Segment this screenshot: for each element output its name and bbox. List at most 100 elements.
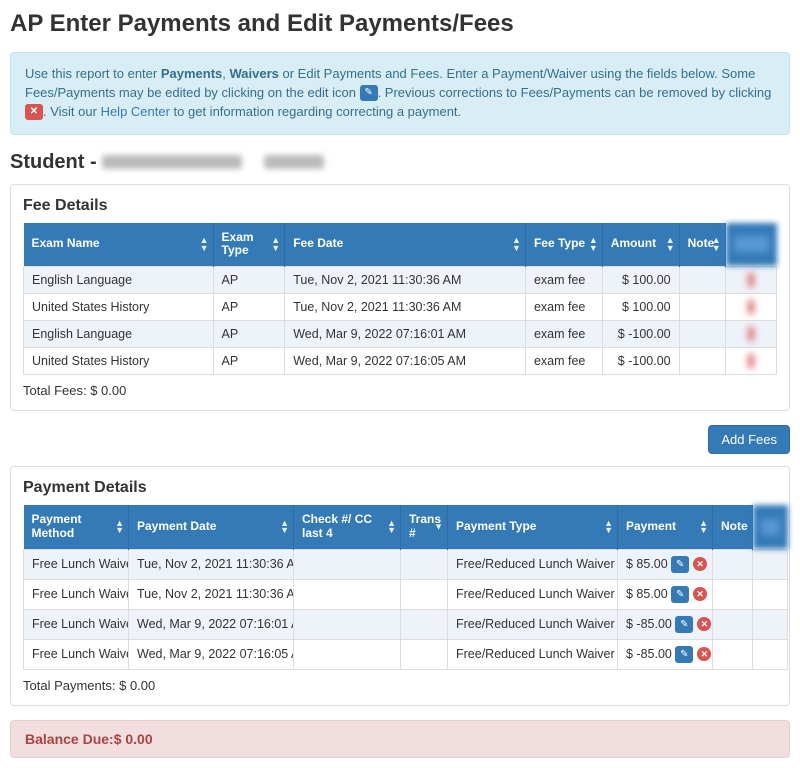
redacted-id xyxy=(264,155,324,169)
delete-icon[interactable]: ✕ xyxy=(697,617,711,631)
total-fees: Total Fees: $ 0.00 xyxy=(23,383,777,398)
cell-redacted xyxy=(753,609,788,639)
cell-type: Free/Reduced Lunch Waiver xyxy=(448,639,618,669)
redacted-name xyxy=(102,155,242,169)
add-fees-button[interactable]: Add Fees xyxy=(708,425,790,454)
col-exam-name[interactable]: Exam Name▲▼ xyxy=(24,223,214,267)
table-row: Free Lunch WaiverTue, Nov 2, 2021 11:30:… xyxy=(24,579,788,609)
col-fee-date[interactable]: Fee Date▲▼ xyxy=(285,223,526,267)
edit-icon[interactable]: ✎ xyxy=(671,556,689,573)
table-row: Free Lunch WaiverWed, Mar 9, 2022 07:16:… xyxy=(24,609,788,639)
sort-icon: ▲▼ xyxy=(699,520,708,534)
total-payments: Total Payments: $ 0.00 xyxy=(23,678,777,693)
edit-icon[interactable]: ✎ xyxy=(671,586,689,603)
col-trans[interactable]: Trans #▼ xyxy=(401,505,448,549)
table-row: English LanguageAPTue, Nov 2, 2021 11:30… xyxy=(24,267,777,294)
cell-check xyxy=(294,609,401,639)
cell-exam-type: AP xyxy=(213,321,285,348)
cell-date: Wed, Mar 9, 2022 07:16:05 AM xyxy=(129,639,294,669)
cell-amount: $ 100.00 xyxy=(602,267,679,294)
cell-redacted xyxy=(725,267,776,294)
cell-date: Tue, Nov 2, 2021 11:30:36 AM xyxy=(129,549,294,579)
cell-note xyxy=(713,609,753,639)
cell-redacted xyxy=(725,348,776,375)
col-amount[interactable]: Amount▲▼ xyxy=(602,223,679,267)
cell-amount: $ -100.00 xyxy=(602,321,679,348)
cell-note xyxy=(713,579,753,609)
col-fee-type[interactable]: Fee Type▲▼ xyxy=(525,223,602,267)
edit-icon[interactable]: ✎ xyxy=(675,646,693,663)
col-payment[interactable]: Payment▲▼ xyxy=(618,505,713,549)
cell-note xyxy=(679,321,725,348)
cell-date: Tue, Nov 2, 2021 11:30:36 AM xyxy=(129,579,294,609)
cell-fee-date: Wed, Mar 9, 2022 07:16:01 AM xyxy=(285,321,526,348)
table-row: English LanguageAPWed, Mar 9, 2022 07:16… xyxy=(24,321,777,348)
sort-icon: ▼ xyxy=(434,523,443,530)
cell-exam-type: AP xyxy=(213,294,285,321)
sort-icon: ▲▼ xyxy=(589,237,598,251)
info-text: Use this report to enter xyxy=(25,66,161,81)
cell-check xyxy=(294,639,401,669)
cell-redacted xyxy=(753,639,788,669)
cell-payment: $ 85.00 ✎✕ xyxy=(618,579,713,609)
col-payment-type[interactable]: Payment Type▲▼ xyxy=(448,505,618,549)
cell-fee-type: exam fee xyxy=(525,294,602,321)
balance-due: Balance Due:$ 0.00 xyxy=(10,720,790,758)
cell-trans xyxy=(401,579,448,609)
col-redacted xyxy=(753,505,788,549)
edit-icon: ✎ xyxy=(360,85,378,101)
col-note[interactable]: Note xyxy=(713,505,753,549)
cell-method: Free Lunch Waiver xyxy=(24,609,129,639)
sort-icon: ▲▼ xyxy=(712,237,721,251)
col-redacted xyxy=(725,223,776,267)
sort-icon: ▲▼ xyxy=(387,520,396,534)
cell-note xyxy=(713,639,753,669)
cell-method: Free Lunch Waiver xyxy=(24,579,129,609)
cell-exam-name: United States History xyxy=(24,294,214,321)
payment-table: Payment Method▲▼ Payment Date▲▼ Check #/… xyxy=(23,505,788,670)
edit-icon[interactable]: ✎ xyxy=(675,616,693,633)
cell-fee-date: Tue, Nov 2, 2021 11:30:36 AM xyxy=(285,267,526,294)
cell-exam-name: United States History xyxy=(24,348,214,375)
col-payment-date[interactable]: Payment Date▲▼ xyxy=(129,505,294,549)
cell-redacted xyxy=(725,321,776,348)
cell-fee-type: exam fee xyxy=(525,321,602,348)
cell-fee-date: Tue, Nov 2, 2021 11:30:36 AM xyxy=(285,294,526,321)
delete-icon: ✕ xyxy=(25,104,43,120)
cell-trans xyxy=(401,609,448,639)
cell-fee-type: exam fee xyxy=(525,348,602,375)
cell-payment: $ -85.00 ✎✕ xyxy=(618,609,713,639)
cell-redacted xyxy=(753,549,788,579)
col-payment-method[interactable]: Payment Method▲▼ xyxy=(24,505,129,549)
cell-exam-type: AP xyxy=(213,348,285,375)
sort-icon: ▲▼ xyxy=(280,520,289,534)
delete-icon[interactable]: ✕ xyxy=(693,587,707,601)
col-check[interactable]: Check #/ CC last 4▲▼ xyxy=(294,505,401,549)
cell-payment: $ 85.00 ✎✕ xyxy=(618,549,713,579)
delete-icon[interactable]: ✕ xyxy=(697,647,711,661)
cell-trans xyxy=(401,639,448,669)
cell-note xyxy=(679,348,725,375)
cell-note xyxy=(713,549,753,579)
sort-icon: ▲▼ xyxy=(512,237,521,251)
cell-type: Free/Reduced Lunch Waiver xyxy=(448,549,618,579)
help-center-link[interactable]: Help Center xyxy=(101,104,170,119)
sort-icon: ▲▼ xyxy=(271,237,280,251)
info-bold: Waivers xyxy=(230,66,279,81)
page-title: AP Enter Payments and Edit Payments/Fees xyxy=(10,10,790,38)
delete-icon[interactable]: ✕ xyxy=(693,557,707,571)
fee-details-title: Fee Details xyxy=(23,197,777,215)
sort-icon: ▲▼ xyxy=(666,237,675,251)
cell-exam-type: AP xyxy=(213,267,285,294)
cell-note xyxy=(679,267,725,294)
cell-method: Free Lunch Waiver xyxy=(24,549,129,579)
info-bold: Payments xyxy=(161,66,222,81)
table-row: Free Lunch WaiverTue, Nov 2, 2021 11:30:… xyxy=(24,549,788,579)
cell-exam-name: English Language xyxy=(24,267,214,294)
sort-icon: ▲▼ xyxy=(115,520,124,534)
cell-fee-type: exam fee xyxy=(525,267,602,294)
col-note[interactable]: Note▲▼ xyxy=(679,223,725,267)
col-exam-type[interactable]: Exam Type▲▼ xyxy=(213,223,285,267)
fee-details-panel: Fee Details Exam Name▲▼ Exam Type▲▼ Fee … xyxy=(10,184,790,412)
cell-amount: $ -100.00 xyxy=(602,348,679,375)
